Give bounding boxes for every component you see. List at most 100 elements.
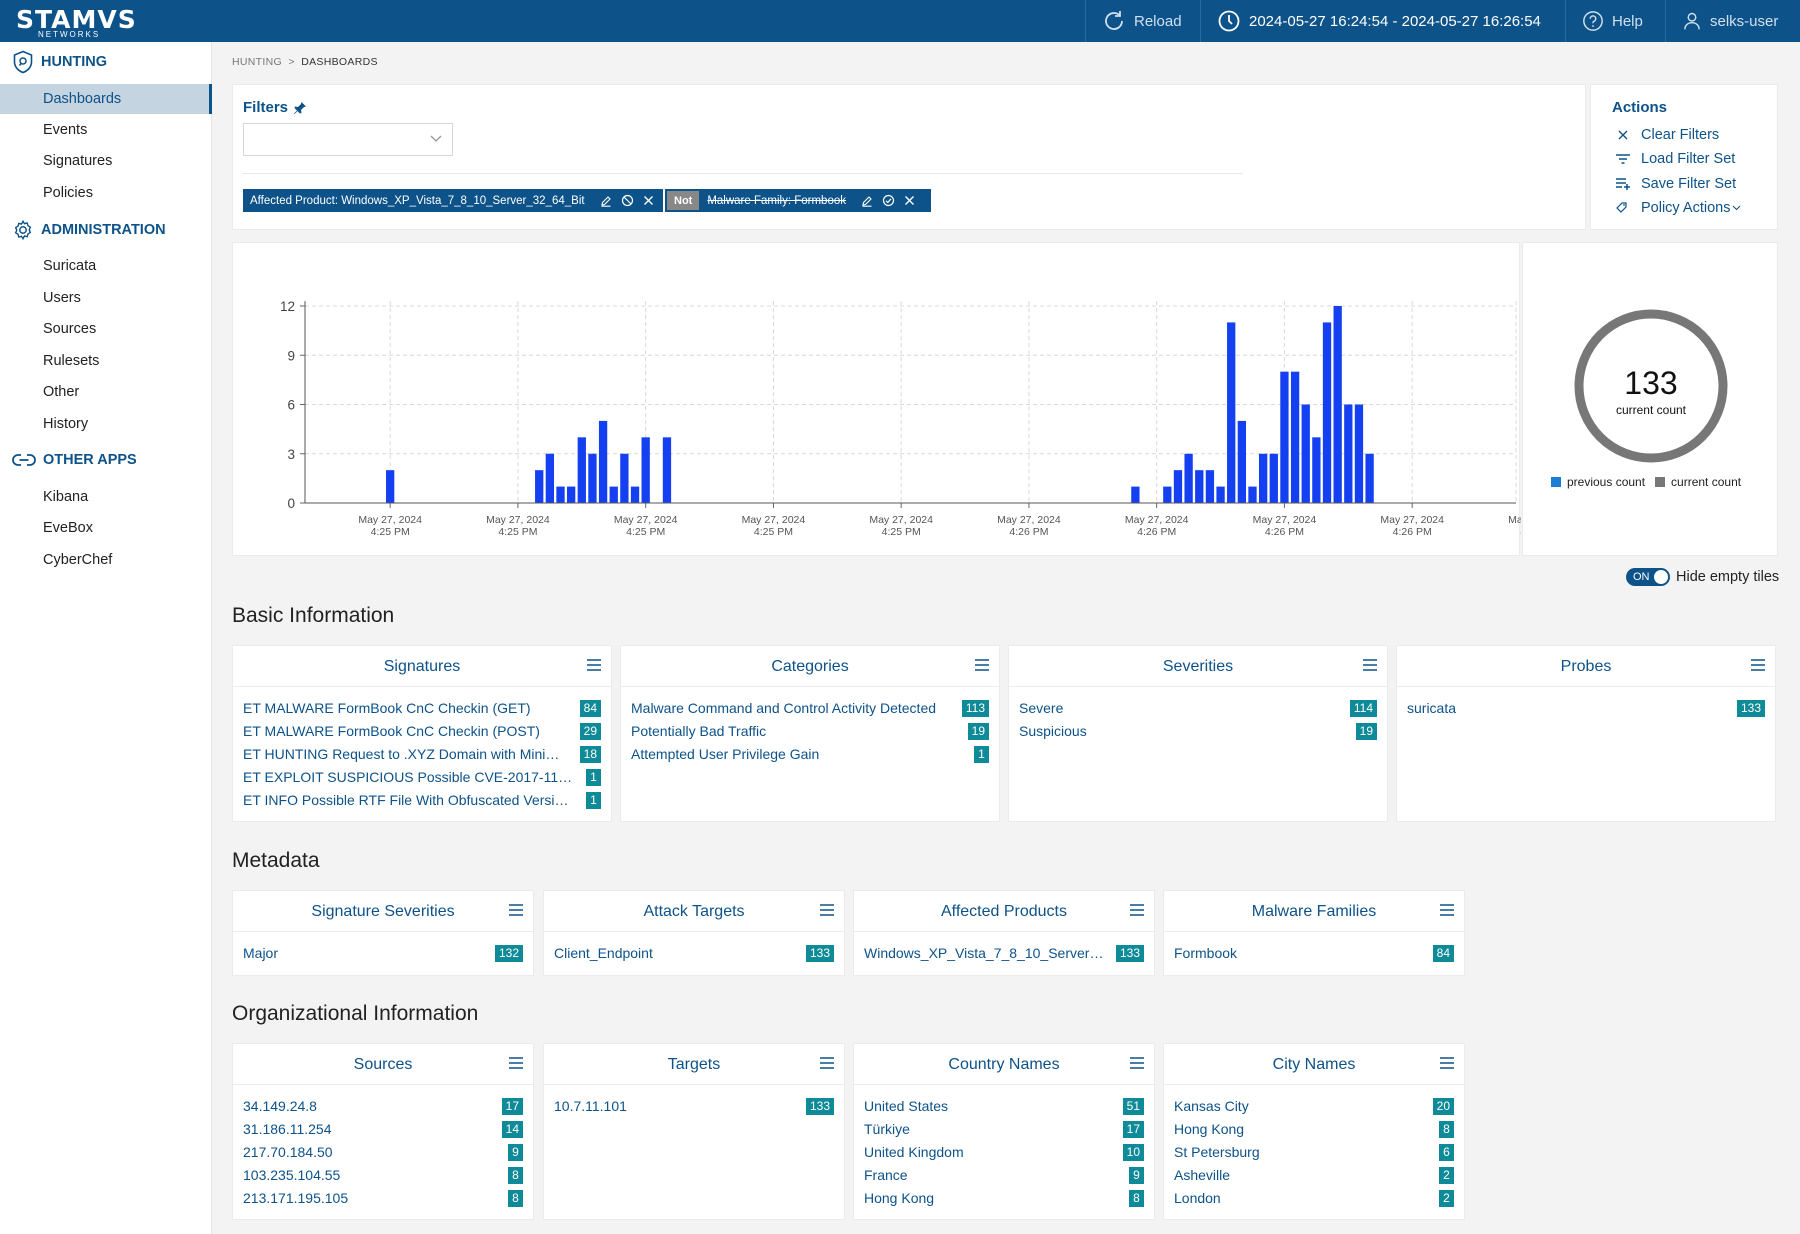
hamburger-menu-icon[interactable] bbox=[587, 658, 601, 676]
chart-bar[interactable] bbox=[1184, 453, 1193, 503]
pin-icon[interactable] bbox=[293, 101, 307, 115]
chart-bar[interactable] bbox=[386, 470, 395, 503]
hamburger-menu-icon[interactable] bbox=[509, 1056, 523, 1074]
sidebar-item-dashboards[interactable]: Dashboards bbox=[0, 84, 212, 114]
remove-filter-icon[interactable] bbox=[643, 195, 654, 206]
tile-row[interactable]: 213.171.195.105 8 bbox=[243, 1188, 523, 1208]
chart-bar[interactable] bbox=[1216, 486, 1225, 503]
tile-row[interactable]: ET HUNTING Request to .XYZ Domain with M… bbox=[243, 744, 601, 764]
hamburger-menu-icon[interactable] bbox=[1440, 903, 1454, 921]
policy-actions-dropdown[interactable]: Policy Actions bbox=[1615, 198, 1751, 218]
sidebar-section-hunting[interactable]: HUNTING bbox=[12, 48, 107, 76]
tile-row-label[interactable]: ET HUNTING Request to .XYZ Domain with M… bbox=[243, 746, 580, 762]
breadcrumb-root[interactable]: HUNTING bbox=[232, 56, 282, 68]
tile-row[interactable]: Asheville 2 bbox=[1174, 1165, 1454, 1185]
hamburger-menu-icon[interactable] bbox=[1440, 1056, 1454, 1074]
chart-bar[interactable] bbox=[641, 437, 650, 503]
tile-row-label[interactable]: 10.7.11.101 bbox=[554, 1098, 627, 1114]
tile-row[interactable]: Türkiye 17 bbox=[864, 1119, 1144, 1139]
tile-row[interactable]: Potentially Bad Traffic 19 bbox=[631, 721, 989, 741]
hamburger-menu-icon[interactable] bbox=[1130, 903, 1144, 921]
tile-row-label[interactable]: Client_Endpoint bbox=[554, 945, 653, 961]
tile-row[interactable]: Hong Kong 8 bbox=[1174, 1119, 1454, 1139]
tile-row[interactable]: ET MALWARE FormBook CnC Checkin (POST) 29 bbox=[243, 721, 601, 741]
sidebar-item-evebox[interactable]: EveBox bbox=[43, 520, 93, 536]
hamburger-menu-icon[interactable] bbox=[509, 903, 523, 921]
sidebar-item-users[interactable]: Users bbox=[43, 290, 81, 306]
tile-row[interactable]: Severe 114 bbox=[1019, 698, 1377, 718]
tile-row[interactable]: Attempted User Privilege Gain 1 bbox=[631, 744, 989, 764]
reload-button[interactable]: Reload bbox=[1085, 0, 1200, 42]
tile-row[interactable]: 10.7.11.101 133 bbox=[554, 1096, 834, 1116]
tile-row[interactable]: 34.149.24.8 17 bbox=[243, 1096, 523, 1116]
toggle-switch[interactable]: ON bbox=[1626, 568, 1670, 586]
tile-row-label[interactable]: Hong Kong bbox=[864, 1190, 935, 1206]
tile-row[interactable]: Hong Kong 8 bbox=[864, 1188, 1144, 1208]
hamburger-menu-icon[interactable] bbox=[1363, 658, 1377, 676]
sidebar-item-kibana[interactable]: Kibana bbox=[43, 489, 89, 505]
filter-chip-malware-family[interactable]: Not Malware Family: Formbook bbox=[665, 189, 931, 212]
chart-bar[interactable] bbox=[662, 437, 672, 503]
tile-row-label[interactable]: ET EXPLOIT SUSPICIOUS Possible CVE-2017-… bbox=[243, 769, 582, 785]
sidebar-item-other[interactable]: Other bbox=[43, 384, 80, 400]
tile-row-label[interactable]: France bbox=[864, 1167, 908, 1183]
tile-row[interactable]: United States 51 bbox=[864, 1096, 1144, 1116]
hamburger-menu-icon[interactable] bbox=[975, 658, 989, 676]
chart-bar[interactable] bbox=[577, 437, 586, 503]
chart-bar[interactable] bbox=[1290, 371, 1300, 503]
tile-row[interactable]: Client_Endpoint 133 bbox=[554, 943, 834, 963]
tile-row[interactable]: Suspicious 19 bbox=[1019, 721, 1377, 741]
chart-bar[interactable] bbox=[1269, 453, 1278, 503]
sidebar-item-cyberchef[interactable]: CyberChef bbox=[43, 552, 113, 568]
tile-row-label[interactable]: suricata bbox=[1407, 700, 1457, 716]
sidebar-item-events[interactable]: Events bbox=[43, 122, 88, 138]
tile-row-label[interactable]: 213.171.195.105 bbox=[243, 1190, 349, 1206]
chart-bar[interactable] bbox=[1365, 453, 1374, 503]
tile-row-label[interactable]: 103.235.104.55 bbox=[243, 1167, 341, 1183]
tile-row-label[interactable]: United States bbox=[864, 1098, 949, 1114]
tile-row-label[interactable]: Hong Kong bbox=[1174, 1121, 1245, 1137]
tile-row-label[interactable]: 31.186.11.254 bbox=[243, 1121, 332, 1137]
tile-row-label[interactable]: 217.70.184.50 bbox=[243, 1144, 333, 1160]
chart-bar[interactable] bbox=[1354, 404, 1364, 504]
tile-row-label[interactable]: Severe bbox=[1019, 700, 1064, 716]
edit-icon[interactable] bbox=[600, 195, 612, 207]
chart-bar[interactable] bbox=[1205, 470, 1215, 503]
chart-bar[interactable] bbox=[1322, 322, 1332, 503]
tile-row[interactable]: ET EXPLOIT SUSPICIOUS Possible CVE-2017-… bbox=[243, 767, 601, 787]
tile-row[interactable]: Windows_XP_Vista_7_8_10_Server_32_64_Bit… bbox=[864, 943, 1144, 963]
tile-row-label[interactable]: Türkiye bbox=[864, 1121, 910, 1137]
chart-bar[interactable] bbox=[1344, 404, 1353, 504]
sidebar-section-other-apps[interactable]: OTHER APPS bbox=[12, 446, 137, 474]
filter-chip-affected-product[interactable]: Affected Product: Windows_XP_Vista_7_8_1… bbox=[243, 189, 663, 212]
chart-bar[interactable] bbox=[1195, 470, 1204, 503]
tile-row[interactable]: St Petersburg 6 bbox=[1174, 1142, 1454, 1162]
chart-bar[interactable] bbox=[545, 453, 555, 503]
remove-filter-icon[interactable] bbox=[904, 195, 915, 206]
hamburger-menu-icon[interactable] bbox=[820, 1056, 834, 1074]
negate-icon[interactable] bbox=[621, 194, 634, 207]
tile-row-label[interactable]: Attempted User Privilege Gain bbox=[631, 746, 820, 762]
clear-filters-button[interactable]: Clear Filters bbox=[1615, 125, 1719, 145]
tile-row-label[interactable]: ET MALWARE FormBook CnC Checkin (POST) bbox=[243, 723, 540, 739]
hamburger-menu-icon[interactable] bbox=[1130, 1056, 1144, 1074]
tile-row-label[interactable]: St Petersburg bbox=[1174, 1144, 1260, 1160]
tile-row[interactable]: 217.70.184.50 9 bbox=[243, 1142, 523, 1162]
tile-row[interactable]: ET MALWARE FormBook CnC Checkin (GET) 84 bbox=[243, 698, 601, 718]
chart-bar[interactable] bbox=[1258, 453, 1268, 503]
tile-row[interactable]: Kansas City 20 bbox=[1174, 1096, 1454, 1116]
chart-bar[interactable] bbox=[1237, 420, 1247, 503]
chart-bar[interactable] bbox=[566, 486, 576, 503]
tile-row-label[interactable]: ET MALWARE FormBook CnC Checkin (GET) bbox=[243, 700, 531, 716]
tile-row-label[interactable]: Malware Command and Control Activity Det… bbox=[631, 700, 937, 716]
tile-row-label[interactable]: ET INFO Possible RTF File With Obfuscate… bbox=[243, 792, 586, 808]
tile-row[interactable]: suricata 133 bbox=[1407, 698, 1765, 718]
tile-row-label[interactable]: Asheville bbox=[1174, 1167, 1231, 1183]
tile-row[interactable]: London 2 bbox=[1174, 1188, 1454, 1208]
legend-current-count[interactable]: current count bbox=[1655, 475, 1741, 489]
check-circle-icon[interactable] bbox=[882, 194, 895, 207]
help-button[interactable]: Help bbox=[1565, 0, 1665, 42]
hamburger-menu-icon[interactable] bbox=[820, 903, 834, 921]
filter-select[interactable] bbox=[243, 123, 453, 156]
